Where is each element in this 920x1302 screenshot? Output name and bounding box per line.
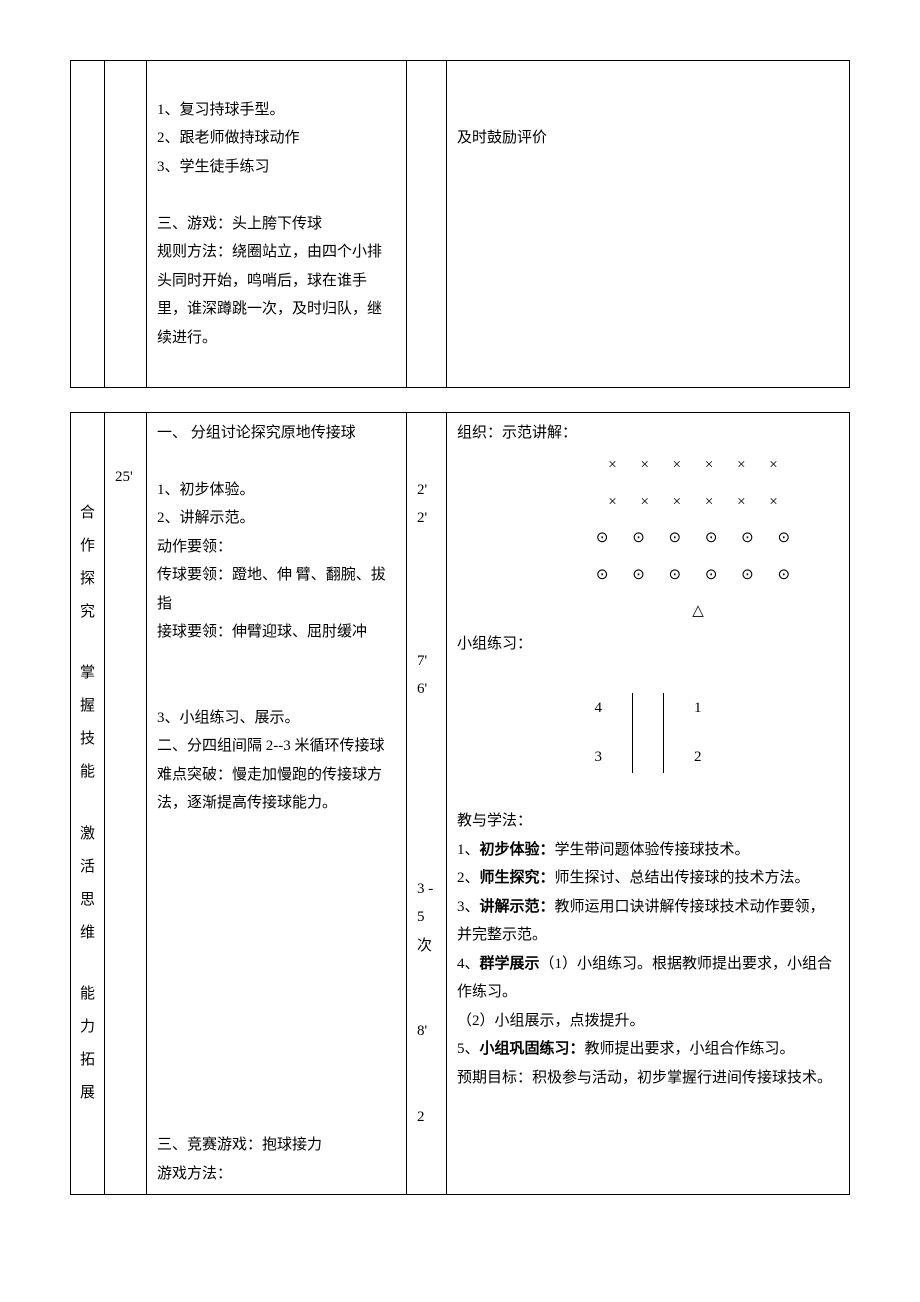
table-row: 合作探究 掌握技能 激活思维 能力拓展 25' 一、 分组讨论探究原地传接球 1… [71,412,850,1195]
duration-value: 7' [417,647,436,676]
method-heading: 组织：示范讲解： [457,419,839,448]
duration-value: 8' [417,1017,436,1046]
method-text: 及时鼓励评价 [457,124,839,153]
group-number: 4 [595,694,603,723]
duration-value: 2' [417,476,436,505]
group-number: 3 [595,743,603,772]
cell-duration [407,61,447,388]
content-line: 1、复习持球手型。 [157,96,396,125]
cell-phase: 合作探究 掌握技能 激活思维 能力拓展 [71,412,105,1195]
phase-label: 激活思维 [80,818,95,950]
group-number: 1 [694,694,702,723]
content-line: 3、小组练习、展示。 [157,704,396,733]
diagram-row: ⊙ ⊙ ⊙ ⊙ ⊙ ⊙ [457,520,839,557]
content-line: 三、游戏：头上胯下传球 [157,210,396,239]
time-value: 25' [115,463,136,492]
content-line: 1、初步体验。 [157,476,396,505]
content-line: 难点突破：慢走加慢跑的传接球方法，逐渐提高传接球能力。 [157,761,396,818]
method-item: 4、群学展示（1）小组练习。根据教师提出要求，小组合作练习。 [457,950,839,1007]
lesson-table-1: 1、复习持球手型。 2、跟老师做持球动作 3、学生徒手练习 三、游戏：头上胯下传… [70,60,850,388]
content-line: 2、讲解示范。 [157,504,396,533]
group-number: 2 [694,743,702,772]
content-heading: 二、分四组间隔 2--3 米循环传接球 [157,732,396,761]
method-item: 2、师生探究：师生探讨、总结出传接球的技术方法。 [457,864,839,893]
cell-phase [71,61,105,388]
triangle-icon: △ [457,593,839,630]
method-item: 1、初步体验：学生带问题体验传接球技术。 [457,836,839,865]
diagram-row: ⊙ ⊙ ⊙ ⊙ ⊙ ⊙ [457,557,839,594]
phase-label: 合作探究 [80,497,95,629]
table-row: 1、复习持球手型。 2、跟老师做持球动作 3、学生徒手练习 三、游戏：头上胯下传… [71,61,850,388]
cell-time: 25' [105,412,147,1195]
content-line: 2、跟老师做持球动作 [157,124,396,153]
cell-content: 一、 分组讨论探究原地传接球 1、初步体验。 2、讲解示范。 动作要领： 传球要… [147,412,407,1195]
cell-method: 及时鼓励评价 [447,61,850,388]
content-line: 传球要领：蹬地、伸 臂、翻腕、拔指 [157,561,396,618]
content-line: 接球要领：伸臂迎球、屈肘缓冲 [157,618,396,647]
method-item: 5、小组巩固练习：教师提出要求，小组合作练习。 [457,1035,839,1064]
content-line: 规则方法：绕圈站立，由四个小排头同时开始，鸣哨后，球在谁手里，谁深蹲跳一次，及时… [157,238,396,352]
cell-time [105,61,147,388]
divider-line [632,693,633,773]
formation-diagram: × × × × × × × × × × × × ⊙ ⊙ ⊙ ⊙ ⊙ ⊙ ⊙ ⊙ … [457,447,839,630]
group-diagram: 4 3 1 2 [457,687,839,779]
duration-value: 6' [417,675,436,704]
method-item: 预期目标：积极参与活动，初步掌握行进间传接球技术。 [457,1064,839,1093]
method-heading: 小组练习： [457,630,839,659]
method-item: 3、讲解示范：教师运用口诀讲解传接球技术动作要领，并完整示范。 [457,893,839,950]
divider-line [663,693,664,773]
duration-value: 2 [417,1103,436,1132]
duration-value: 3 - 5 次 [417,875,436,961]
method-heading: 教与学法： [457,807,839,836]
diagram-row: × × × × × × [457,484,839,521]
phase-label: 能力拓展 [80,978,95,1110]
method-item: （2）小组展示，点拨提升。 [457,1007,839,1036]
content-line: 游戏方法： [157,1160,396,1189]
cell-method: 组织：示范讲解： × × × × × × × × × × × × ⊙ ⊙ ⊙ ⊙… [447,412,850,1195]
lesson-table-2: 合作探究 掌握技能 激活思维 能力拓展 25' 一、 分组讨论探究原地传接球 1… [70,412,850,1196]
content-heading: 三、竞赛游戏：抱球接力 [157,1131,396,1160]
cell-duration: 2' 2' 7' 6' 3 - 5 次 8' 2 [407,412,447,1195]
cell-content: 1、复习持球手型。 2、跟老师做持球动作 3、学生徒手练习 三、游戏：头上胯下传… [147,61,407,388]
content-line: 3、学生徒手练习 [157,153,396,182]
duration-value: 2' [417,504,436,533]
content-line: 动作要领： [157,533,396,562]
content-heading: 一、 分组讨论探究原地传接球 [157,419,396,448]
phase-label: 掌握技能 [80,657,95,789]
diagram-row: × × × × × × [457,447,839,484]
